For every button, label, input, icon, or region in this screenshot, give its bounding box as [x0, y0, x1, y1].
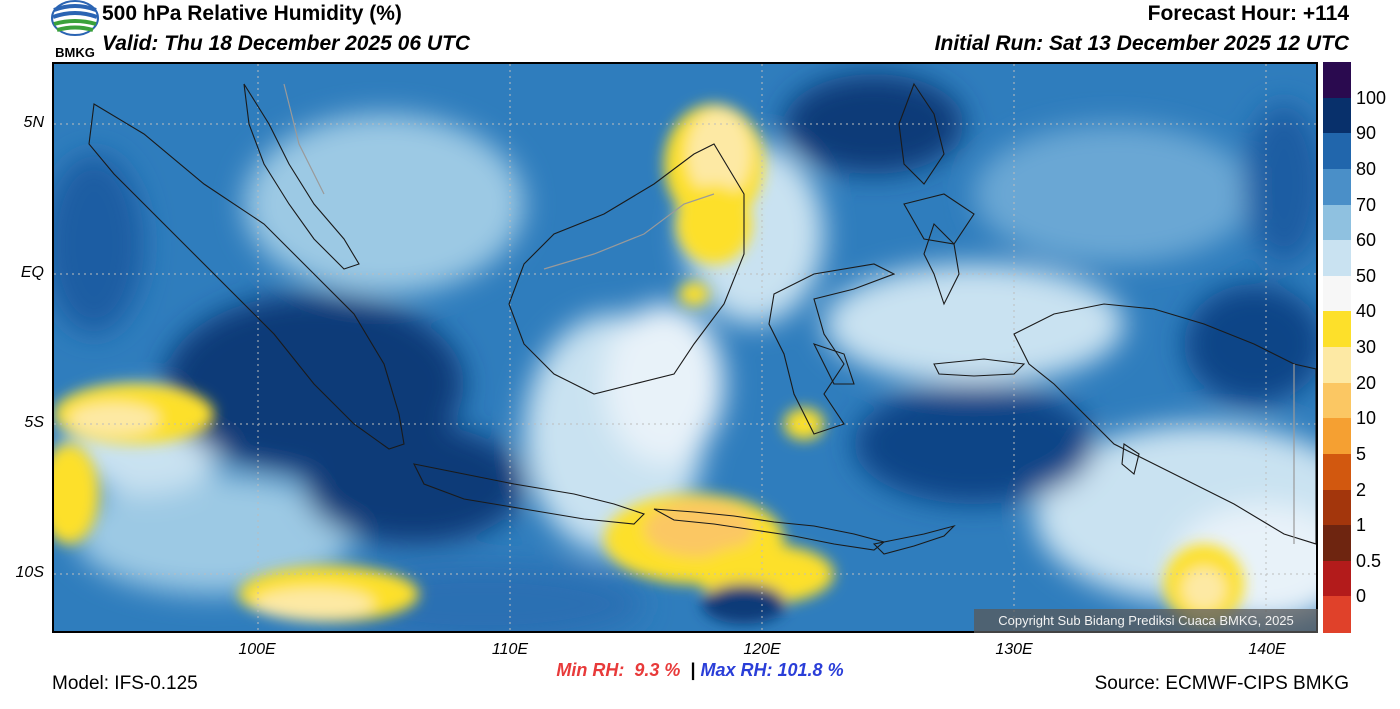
colorbar-label: 40	[1356, 301, 1377, 322]
colorbar-label: 60	[1356, 230, 1377, 251]
min-rh-label: Min RH:	[556, 660, 625, 680]
bmkg-logo: BMKG	[50, 0, 100, 60]
mindanao-coast	[903, 193, 975, 245]
bmkg-logo-emblem: BMKG	[51, 0, 99, 60]
initial-run: Initial Run: Sat 13 December 2025 12 UTC	[934, 32, 1349, 55]
colorbar-segment	[1323, 596, 1351, 633]
logo-text: BMKG	[55, 45, 95, 60]
aru-islands	[1121, 443, 1140, 475]
colorbar-segment	[1323, 489, 1351, 526]
rh-stats: Min RH: 9.3 % | Max RH: 101.8 %	[0, 660, 1400, 681]
colorbar-label: 5	[1356, 443, 1367, 464]
colorbar-label: 80	[1356, 158, 1377, 179]
model-label: Model: IFS-0.125	[52, 673, 198, 694]
colorbar-segment	[1323, 347, 1351, 384]
humidity-map	[52, 62, 1318, 633]
colorbar-label: 0.5	[1356, 550, 1382, 571]
colorbar-segment	[1323, 133, 1351, 170]
lon-tick-100e: 100E	[238, 641, 276, 658]
colorbar-label: 100	[1356, 87, 1387, 108]
colorbar-label: 50	[1356, 265, 1377, 286]
colorbar-segment	[1323, 453, 1351, 490]
graticule	[54, 64, 1316, 631]
colorbar-segment	[1323, 275, 1351, 312]
colorbar-label: 70	[1356, 194, 1377, 215]
border-peninsula	[283, 83, 325, 195]
nusa-tenggara-coast	[653, 508, 886, 551]
lat-tick-5s: 5S	[24, 414, 44, 431]
colorbar-label: 20	[1356, 372, 1377, 393]
valid-time: Valid: Thu 18 December 2025 06 UTC	[102, 32, 471, 55]
lon-tick-140e: 140E	[1248, 641, 1286, 658]
colorbar-segment	[1323, 168, 1351, 205]
borneo-coast	[508, 143, 745, 395]
sumatra-coast	[88, 103, 405, 450]
lat-tick-5n: 5N	[23, 114, 44, 131]
min-rh-value: 9.3 %	[634, 660, 681, 680]
borders	[283, 83, 1295, 544]
dry-regions	[54, 104, 1244, 624]
colorbar-segment	[1323, 311, 1351, 348]
source-label: Source: ECMWF-CIPS BMKG	[1094, 673, 1349, 694]
chart-title: 500 hPa Relative Humidity (%)	[102, 2, 402, 25]
colorbar-segment	[1323, 97, 1351, 134]
colorbar-segment	[1323, 418, 1351, 455]
colorbar-segment	[1323, 240, 1351, 277]
seram-coast	[933, 358, 1026, 377]
philippines-coast	[898, 82, 945, 185]
border-malaysia	[543, 193, 715, 270]
lat-tick-eq: EQ	[20, 264, 44, 281]
coastlines	[88, 82, 1316, 555]
colorbar-segment	[1323, 204, 1351, 241]
copyright-notice: Copyright Sub Bidang Prediksi Cuaca BMKG…	[974, 609, 1318, 633]
colorbar-label: 90	[1356, 123, 1377, 144]
colorbar-segment	[1323, 560, 1351, 597]
colorbar-segment	[1323, 525, 1351, 562]
lon-tick-130e: 130E	[995, 641, 1033, 658]
colorbar-label: 1	[1356, 515, 1367, 536]
lon-tick-110e: 110E	[491, 641, 529, 658]
timor-coast	[872, 524, 956, 555]
sulawesi-coast	[768, 263, 896, 435]
colorbar-label: 30	[1356, 337, 1377, 357]
max-rh-label: Max RH: 101.8 %	[700, 660, 844, 680]
colorbar	[1323, 62, 1351, 633]
stats-separator: |	[690, 660, 696, 680]
lon-tick-120e: 120E	[743, 641, 781, 658]
java-coast	[413, 463, 646, 525]
colorbar-label: 10	[1356, 408, 1377, 429]
lat-tick-10s: 10S	[15, 564, 44, 581]
colorbar-label: 2	[1356, 479, 1367, 500]
new-guinea-coast	[1013, 303, 1316, 545]
sulawesi-se-arm	[812, 343, 855, 385]
colorbar-segment	[1323, 382, 1351, 419]
colorbar-label: 0	[1356, 586, 1367, 607]
malay-peninsula-coast	[243, 83, 360, 270]
forecast-hour: Forecast Hour: +114	[1147, 2, 1349, 25]
humidity-field	[54, 64, 1316, 631]
colorbar-segment	[1323, 62, 1351, 99]
